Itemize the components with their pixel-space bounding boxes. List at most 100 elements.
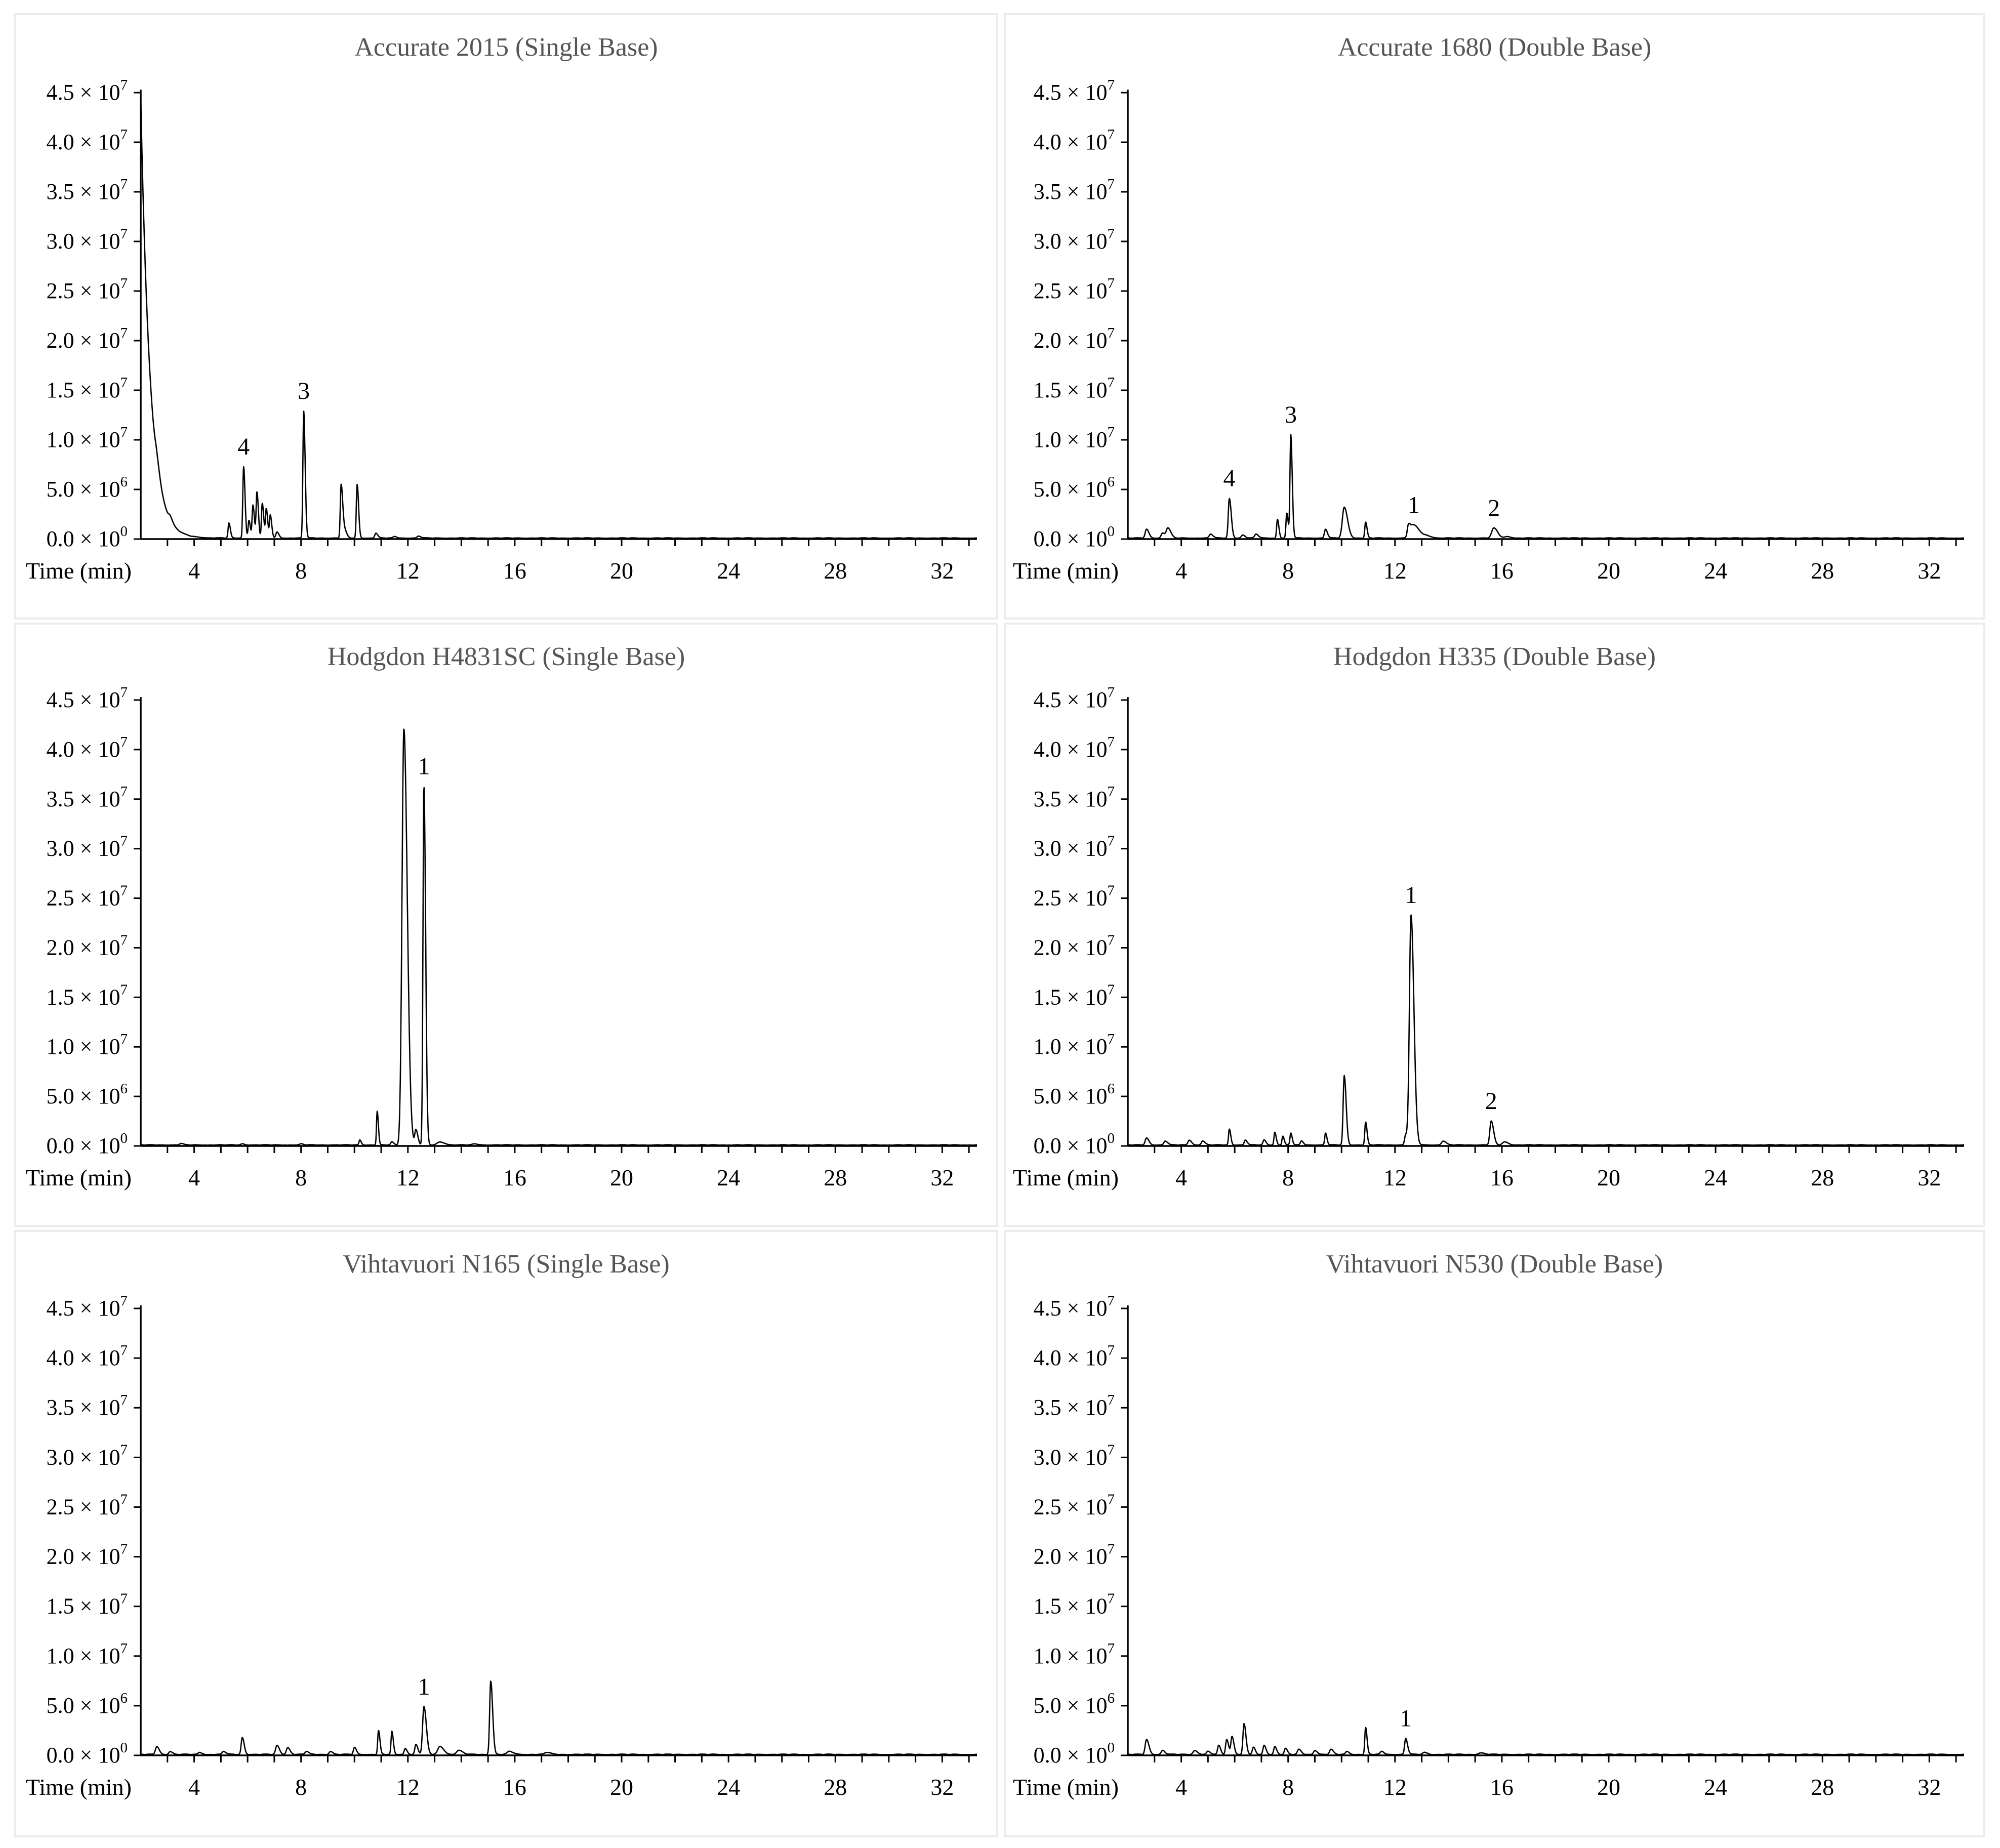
chart-panel-5: Vihtavuori N165 (Single Base) 4 8 12 16 20 24 2… <box>14 1230 998 1837</box>
x-axis-label: Time (min) <box>26 558 132 584</box>
x-tick-label: 4 <box>1175 1165 1187 1190</box>
chart-title: Hodgdon H4831SC (Single Base) <box>328 642 685 671</box>
x-tick-label: 16 <box>1490 1165 1514 1190</box>
y-tick-label: 5.0 × 106 <box>47 1690 128 1718</box>
y-tick-label: 4.0 × 107 <box>1034 734 1115 762</box>
y-tick-label: 2.5 × 107 <box>1034 275 1115 303</box>
panel-frame <box>1004 623 1985 1227</box>
x-tick-label: 16 <box>503 1774 526 1800</box>
x-tick-label: 16 <box>1490 558 1514 584</box>
chart-panel-3: Hodgdon H4831SC (Single Base) 4 8 12 16 20 24 2… <box>14 623 998 1227</box>
y-tick-label: 2.5 × 107 <box>47 883 128 911</box>
y-tick-label: 3.0 × 107 <box>1034 1442 1115 1469</box>
y-tick-label: 2.5 × 107 <box>47 1491 128 1519</box>
x-tick-label: 28 <box>1811 558 1834 584</box>
y-tick-label: 1.0 × 107 <box>47 424 128 452</box>
y-tick-label: 1.0 × 107 <box>1034 1031 1115 1059</box>
y-tick-label: 3.0 × 107 <box>1034 833 1115 861</box>
y-tick-label: 4.5 × 107 <box>47 77 128 105</box>
y-tick-label: 4.0 × 107 <box>47 127 128 154</box>
peak-label: 3 <box>1285 401 1297 428</box>
y-tick-label: 4.5 × 107 <box>1034 684 1115 712</box>
y-tick-label: 0.0 × 100 <box>1034 1740 1115 1768</box>
y-tick-label: 1.0 × 107 <box>47 1640 128 1668</box>
peak-label: 4 <box>1223 465 1236 492</box>
x-tick-label: 4 <box>1175 558 1187 584</box>
x-tick-label: 12 <box>396 558 420 584</box>
y-tick-label: 2.0 × 107 <box>47 325 128 353</box>
x-tick-label: 8 <box>295 558 307 584</box>
x-tick-label: 24 <box>717 1774 740 1800</box>
y-tick-label: 3.5 × 107 <box>1034 176 1115 204</box>
x-tick-label: 8 <box>295 1165 307 1190</box>
x-tick-label: 24 <box>1704 1165 1727 1190</box>
y-tick-label: 4.5 × 107 <box>1034 1293 1115 1321</box>
y-tick-label: 1.5 × 107 <box>47 375 128 402</box>
peak-label: 2 <box>1485 1088 1497 1115</box>
x-axis-label: Time (min) <box>26 1165 132 1190</box>
panel-frame <box>14 13 998 620</box>
y-tick-label: 5.0 × 106 <box>1034 474 1115 502</box>
x-tick-label: 16 <box>503 1165 526 1190</box>
peak-label: 1 <box>1405 882 1417 909</box>
y-tick-label: 0.0 × 100 <box>47 1740 128 1768</box>
y-tick-label: 1.0 × 107 <box>47 1031 128 1059</box>
x-axis-label: Time (min) <box>1013 1774 1119 1800</box>
y-tick-label: 5.0 × 106 <box>1034 1081 1115 1108</box>
x-tick-label: 32 <box>1917 1774 1941 1800</box>
x-tick-label: 12 <box>1383 1774 1407 1800</box>
y-tick-label: 4.0 × 107 <box>47 1342 128 1370</box>
x-tick-label: 12 <box>1383 1165 1407 1190</box>
y-tick-label: 1.0 × 107 <box>1034 424 1115 452</box>
x-tick-label: 24 <box>717 1165 740 1190</box>
y-tick-label: 5.0 × 106 <box>47 1081 128 1108</box>
x-tick-label: 20 <box>1597 1165 1620 1190</box>
y-tick-label: 2.0 × 107 <box>1034 325 1115 353</box>
y-tick-label: 2.5 × 107 <box>47 275 128 303</box>
y-tick-label: 5.0 × 106 <box>1034 1690 1115 1718</box>
peak-label: 1 <box>1400 1705 1412 1732</box>
panel-frame <box>1004 13 1985 620</box>
chart-title: Hodgdon H335 (Double Base) <box>1333 642 1656 671</box>
y-tick-label: 1.5 × 107 <box>1034 375 1115 402</box>
y-tick-label: 3.0 × 107 <box>47 833 128 861</box>
x-tick-label: 4 <box>188 1774 200 1800</box>
x-tick-label: 12 <box>1383 558 1407 584</box>
peak-label: 2 <box>1488 495 1500 521</box>
y-tick-label: 4.5 × 107 <box>47 684 128 712</box>
x-tick-label: 24 <box>1704 558 1727 584</box>
x-tick-label: 20 <box>1597 1774 1620 1800</box>
y-tick-label: 3.0 × 107 <box>1034 226 1115 254</box>
x-tick-label: 20 <box>610 1165 633 1190</box>
chart-panel-2: Accurate 1680 (Double Base)4 8 12 16 20 24 28 3… <box>1004 13 1985 620</box>
chart-title: Accurate 2015 (Single Base) <box>354 33 658 62</box>
chart-title: Vihtavuori N165 (Single Base) <box>343 1250 669 1279</box>
y-tick-label: 2.0 × 107 <box>1034 1541 1115 1569</box>
x-tick-label: 20 <box>610 558 633 584</box>
x-tick-label: 28 <box>1811 1774 1834 1800</box>
panel-frame <box>14 623 998 1227</box>
chart-panel-1: Accurate 2015 (Single Base) 4 8 12 16 20 24 28 3… <box>14 13 998 620</box>
y-tick-label: 0.0 × 100 <box>1034 1130 1115 1158</box>
x-tick-label: 8 <box>1282 1774 1294 1800</box>
y-tick-label: 2.0 × 107 <box>47 932 128 960</box>
y-tick-label: 3.0 × 107 <box>47 226 128 254</box>
x-tick-label: 8 <box>1282 558 1294 584</box>
x-tick-label: 32 <box>930 558 954 584</box>
x-tick-label: 28 <box>1811 1165 1834 1190</box>
panel-frame <box>1004 1230 1985 1837</box>
y-tick-label: 3.5 × 107 <box>47 176 128 204</box>
x-tick-label: 32 <box>1917 558 1941 584</box>
x-tick-label: 28 <box>824 1774 847 1800</box>
y-tick-label: 4.0 × 107 <box>47 734 128 762</box>
x-axis-label: Time (min) <box>1013 1165 1119 1190</box>
y-tick-label: 0.0 × 100 <box>47 1130 128 1158</box>
y-tick-label: 0.0 × 100 <box>47 523 128 551</box>
x-tick-label: 32 <box>1917 1165 1941 1190</box>
y-tick-label: 2.5 × 107 <box>1034 1491 1115 1519</box>
y-tick-label: 1.5 × 107 <box>47 1591 128 1619</box>
x-tick-label: 32 <box>930 1774 954 1800</box>
x-tick-label: 4 <box>188 558 200 584</box>
peak-label: 4 <box>237 433 250 460</box>
